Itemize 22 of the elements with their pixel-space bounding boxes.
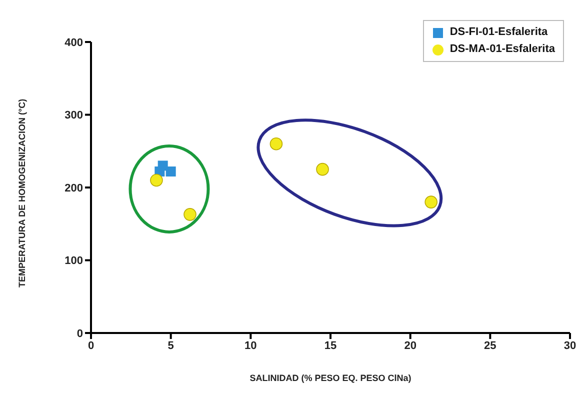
x-tick-label: 5 <box>168 340 174 352</box>
y-tick-label: 200 <box>64 182 83 194</box>
point <box>316 162 329 176</box>
y-tick-label: 400 <box>64 36 83 49</box>
legend-label: DS-MA-01-Esfalerita <box>450 42 555 57</box>
legend-label: DS-FI-01-Esfalerita <box>450 25 548 40</box>
x-tick-label: 0 <box>88 340 94 352</box>
point <box>270 137 283 150</box>
x-tick-label: 25 <box>484 340 496 352</box>
point <box>424 196 438 208</box>
x-tick-label: 20 <box>404 340 416 352</box>
y-axis-title: TEMPERATURA DE HOMOGENIZACION (°C) <box>17 98 28 288</box>
y-tick-label: 0 <box>76 328 83 340</box>
x-tick-label: 15 <box>324 340 337 352</box>
x-tick-label: 30 <box>564 340 576 352</box>
x-tick-label: 10 <box>244 340 257 352</box>
point <box>166 166 176 176</box>
point <box>150 174 163 187</box>
point <box>184 208 196 221</box>
y-tick-label: 300 <box>64 110 83 122</box>
x-axis-title: SALINIDAD (% PESO EQ. PESO ClNa) <box>250 373 412 383</box>
y-tick-label: 100 <box>64 255 83 268</box>
